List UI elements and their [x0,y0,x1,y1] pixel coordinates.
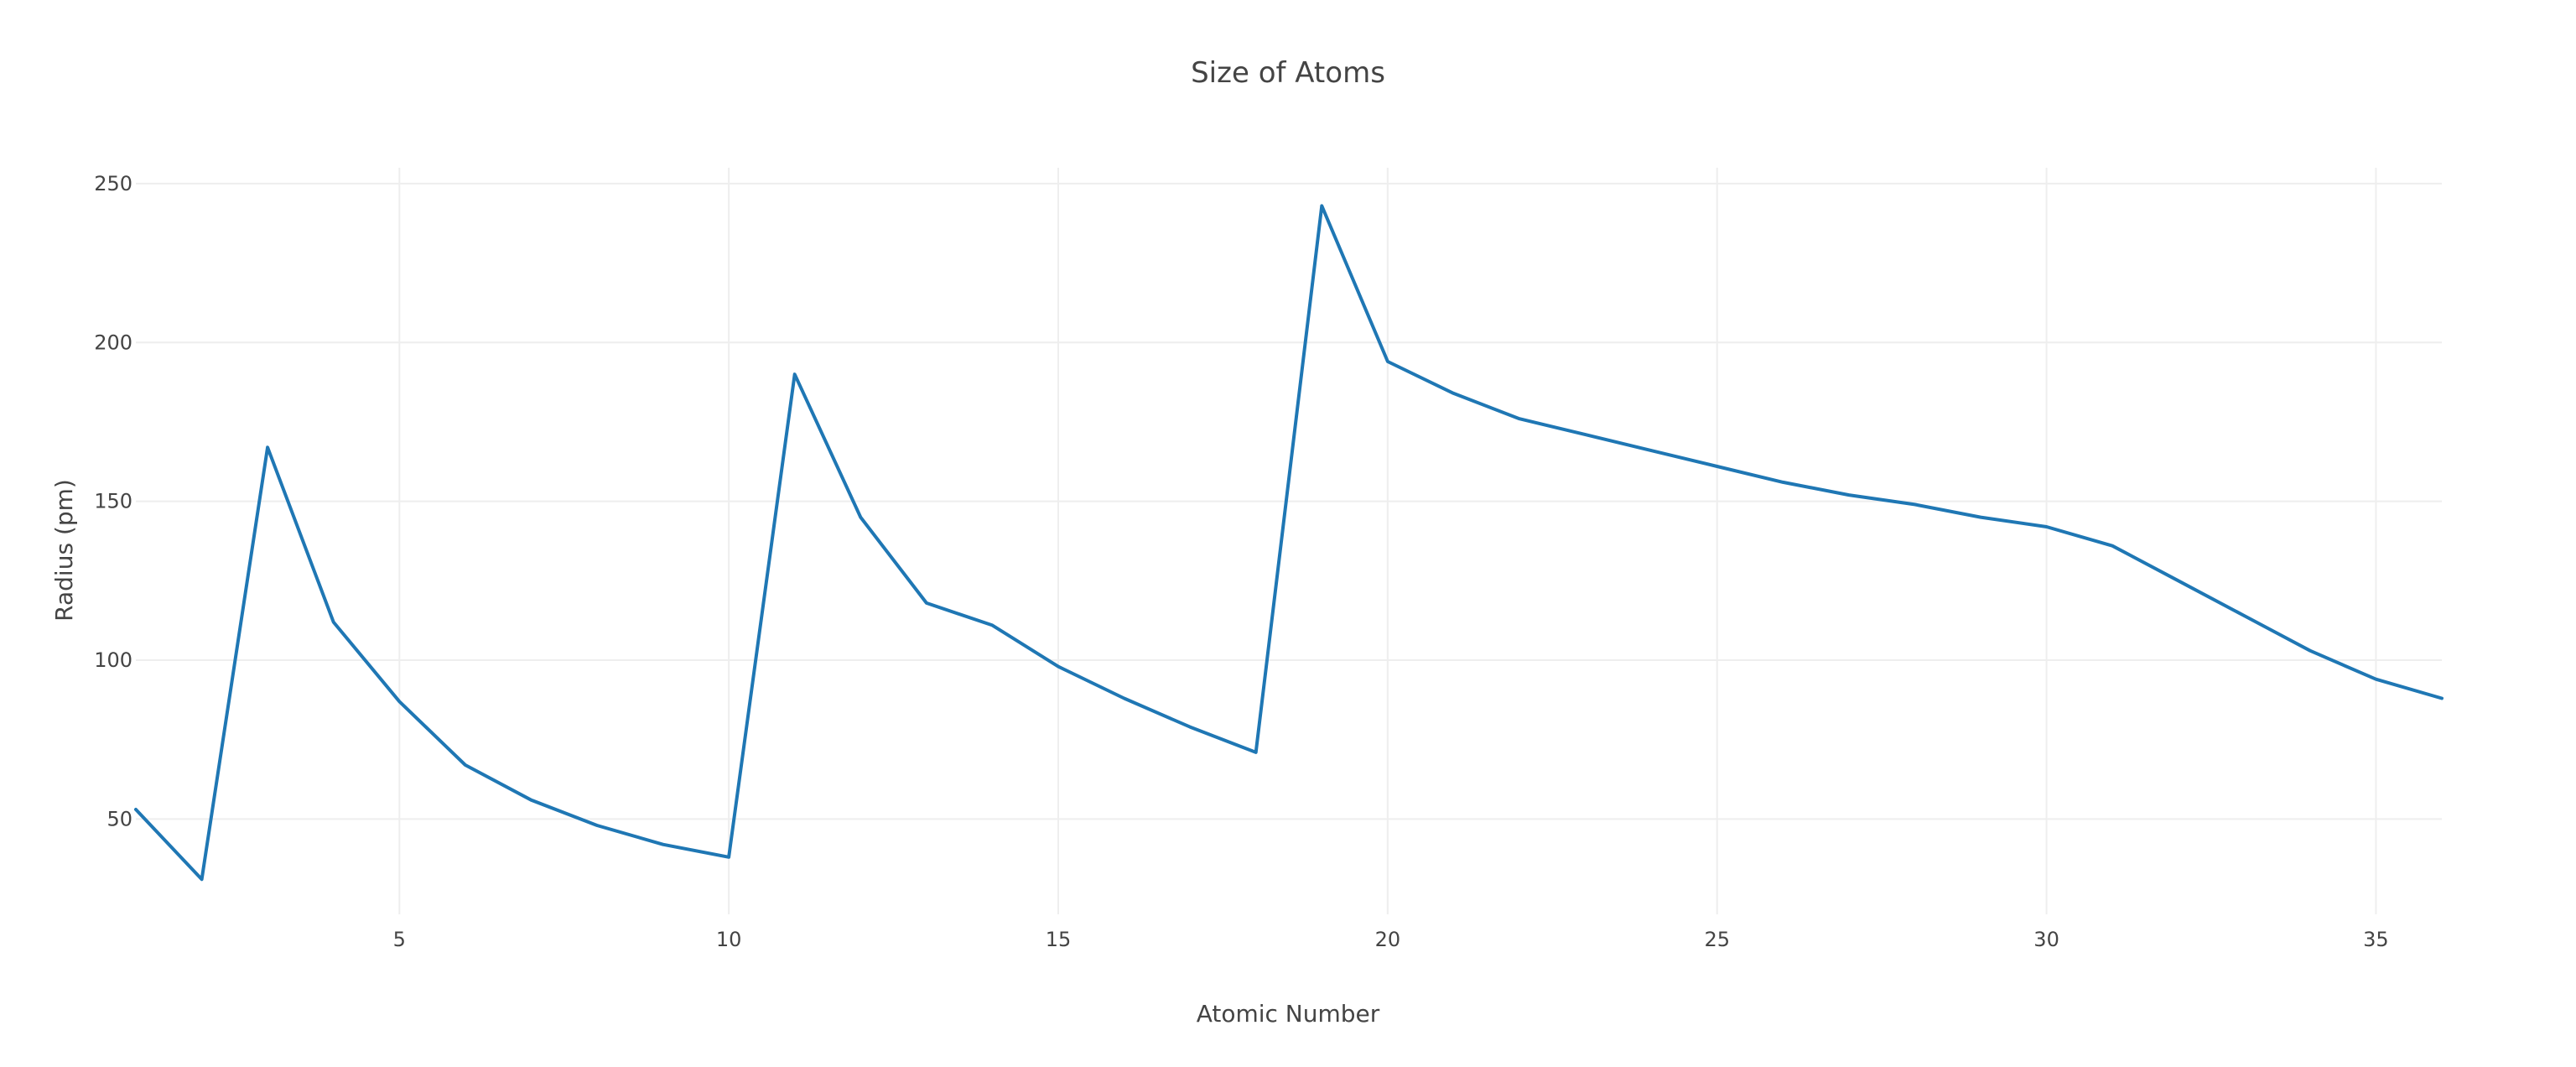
x-tick-label: 20 [1375,928,1401,951]
tick-labels: 5 10 15 20 25 30 35 50 100 150 200 250 [94,172,2389,951]
grid [136,168,2442,914]
y-axis-title: Radius (pm) [50,479,78,622]
x-tick-label: 10 [716,928,742,951]
y-tick-label: 100 [94,648,132,672]
y-tick-label: 50 [106,807,132,830]
chart-title: Size of Atoms [1191,56,1385,90]
x-axis-title: Atomic Number [1197,1000,1380,1028]
x-tick-label: 5 [393,928,406,951]
series-line [134,204,2444,882]
y-tick-label: 150 [94,490,132,513]
y-tick-label: 200 [94,331,132,354]
series-layer [134,204,2444,882]
x-tick-label: 30 [2033,928,2059,951]
x-tick-label: 25 [1704,928,1730,951]
x-tick-label: 35 [2363,928,2389,951]
y-tick-label: 250 [94,172,132,195]
x-tick-label: 15 [1046,928,1072,951]
